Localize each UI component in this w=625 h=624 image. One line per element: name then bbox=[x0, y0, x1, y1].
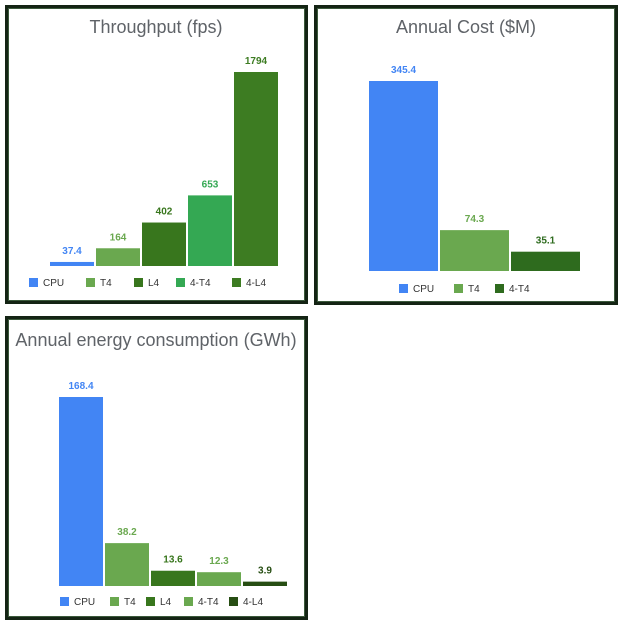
data-label-t4: 164 bbox=[110, 232, 127, 243]
bar-4-l4 bbox=[234, 72, 278, 266]
legend-label-cpu: CPU bbox=[43, 278, 64, 289]
data-label-t4: 38.2 bbox=[117, 527, 137, 538]
bar-cpu bbox=[50, 261, 94, 266]
bar-l4 bbox=[151, 570, 195, 586]
legend-label-4-l4: 4-L4 bbox=[243, 597, 263, 608]
energy-chart: Annual energy consumption (GWh) 168.4 38.… bbox=[15, 330, 296, 608]
data-label-4-t4: 12.3 bbox=[209, 556, 229, 567]
legend-swatch-4-t4 bbox=[176, 278, 185, 287]
legend-swatch-t4 bbox=[86, 278, 95, 287]
legend-label-4-t4: 4-T4 bbox=[509, 284, 530, 295]
legend-swatch-4-t4 bbox=[495, 284, 504, 293]
legend-swatch-l4 bbox=[146, 597, 155, 606]
legend-swatch-4-t4 bbox=[184, 597, 193, 606]
bar-cpu bbox=[369, 81, 438, 271]
throughput-chart-panel: Throughput (fps) 37.4 164 402 653 1794 CPU T4 L… bbox=[5, 5, 308, 304]
bar-4-t4 bbox=[511, 251, 580, 271]
legend-label-4-t4: 4-T4 bbox=[190, 278, 211, 289]
legend-label-4-t4: 4-T4 bbox=[198, 597, 219, 608]
data-label-l4: 402 bbox=[156, 207, 173, 218]
legend-swatch-4-l4 bbox=[229, 597, 238, 606]
bar-4-l4 bbox=[243, 581, 287, 586]
legend-swatch-t4 bbox=[110, 597, 119, 606]
legend-label-l4: L4 bbox=[160, 597, 172, 608]
legend-swatch-l4 bbox=[134, 278, 143, 287]
data-label-cpu: 37.4 bbox=[62, 246, 82, 257]
chart-title: Annual energy consumption (GWh) bbox=[15, 330, 296, 350]
data-label-4-t4: 653 bbox=[202, 179, 219, 190]
legend-label-t4: T4 bbox=[100, 278, 112, 289]
legend-label-cpu: CPU bbox=[74, 597, 95, 608]
data-label-4-t4: 35.1 bbox=[536, 236, 556, 247]
bar-cpu bbox=[59, 397, 103, 586]
legend-swatch-4-l4 bbox=[232, 278, 241, 287]
throughput-chart: Throughput (fps) 37.4 164 402 653 1794 CPU T4 L… bbox=[29, 17, 278, 289]
bar-l4 bbox=[142, 222, 186, 266]
annual-cost-chart: Annual Cost ($M) 345.4 74.3 35.1 CPU T4 4-T4 bbox=[369, 17, 580, 295]
data-label-cpu: 168.4 bbox=[68, 381, 93, 392]
data-label-l4: 13.6 bbox=[163, 555, 183, 566]
data-label-t4: 74.3 bbox=[465, 214, 485, 225]
chart-title: Annual Cost ($M) bbox=[396, 17, 536, 37]
legend-swatch-t4 bbox=[454, 284, 463, 293]
legend-label-t4: T4 bbox=[468, 284, 480, 295]
data-label-cpu: 345.4 bbox=[391, 65, 416, 76]
legend-label-t4: T4 bbox=[124, 597, 136, 608]
chart-title: Throughput (fps) bbox=[89, 17, 222, 37]
legend-label-cpu: CPU bbox=[413, 284, 434, 295]
bar-t4 bbox=[105, 543, 149, 586]
legend-swatch-cpu bbox=[399, 284, 408, 293]
energy-chart-panel: Annual energy consumption (GWh) 168.4 38.… bbox=[5, 316, 308, 620]
legend-label-l4: L4 bbox=[148, 278, 160, 289]
bar-t4 bbox=[440, 230, 509, 271]
legend-swatch-cpu bbox=[29, 278, 38, 287]
bar-4-t4 bbox=[197, 572, 241, 586]
annual-cost-chart-panel: Annual Cost ($M) 345.4 74.3 35.1 CPU T4 4-T4 bbox=[314, 5, 618, 305]
bar-t4 bbox=[96, 248, 140, 266]
data-label-4-l4: 3.9 bbox=[258, 566, 272, 577]
data-label-4-l4: 1794 bbox=[245, 56, 268, 67]
legend-label-4-l4: 4-L4 bbox=[246, 278, 266, 289]
legend-swatch-cpu bbox=[60, 597, 69, 606]
bar-4-t4 bbox=[188, 195, 232, 266]
